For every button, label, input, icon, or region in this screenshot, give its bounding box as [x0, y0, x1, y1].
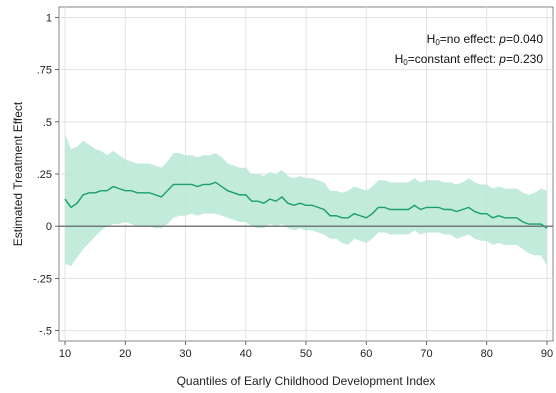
annotation-no-effect-p: p [498, 32, 506, 46]
annotation-constant-effect-sub: 0 [403, 58, 408, 67]
x-tick-label: 20 [119, 348, 131, 360]
annotation-constant-effect: H0=constant effect: p=0.230 [395, 52, 544, 67]
axis-layer: 10 20 30 40 50 60 70 80 90 -.5 -.25 0 .25 .5 .75 1 [33, 12, 553, 360]
estimate-line [64, 181, 548, 229]
y-axis-title: Estimated Treatment Effect [11, 101, 25, 246]
x-tick-label: 80 [481, 348, 493, 360]
x-tick-label: 50 [300, 348, 312, 360]
annotation-constant-effect-p: p [498, 52, 506, 66]
x-tick-label: 10 [59, 348, 71, 360]
annotation-constant-effect-prefix: H [395, 52, 404, 66]
y-tick-label: -.25 [33, 273, 52, 285]
y-tick-label: 0 [46, 221, 52, 233]
x-tick-label: 70 [420, 348, 432, 360]
y-tick-label: .25 [37, 169, 52, 181]
band-layer [65, 134, 547, 266]
annotation-no-effect: H0=no effect: p=0.040 [427, 32, 544, 47]
x-tick-label: 90 [541, 348, 553, 360]
annotation-constant-effect-value: =0.230 [506, 52, 543, 66]
x-tick-label: 40 [240, 348, 252, 360]
y-tick-label: -.5 [39, 326, 52, 338]
x-axis-title: Quantiles of Early Childhood Development… [177, 374, 436, 388]
confidence-band [65, 134, 547, 266]
y-tick-label: .5 [43, 117, 52, 129]
annotation-no-effect-sub: 0 [435, 38, 440, 47]
x-tick-label: 30 [179, 348, 191, 360]
annotation-no-effect-value: =0.040 [506, 32, 543, 46]
y-tick-label: 1 [46, 12, 52, 24]
x-tick-label: 60 [360, 348, 372, 360]
line-layer [64, 181, 548, 229]
annotation-constant-effect-text: =constant effect: [408, 52, 500, 66]
y-tick-label: .75 [37, 65, 52, 77]
annotation-no-effect-text: =no effect: [440, 32, 500, 46]
annotation-no-effect-prefix: H [427, 32, 436, 46]
